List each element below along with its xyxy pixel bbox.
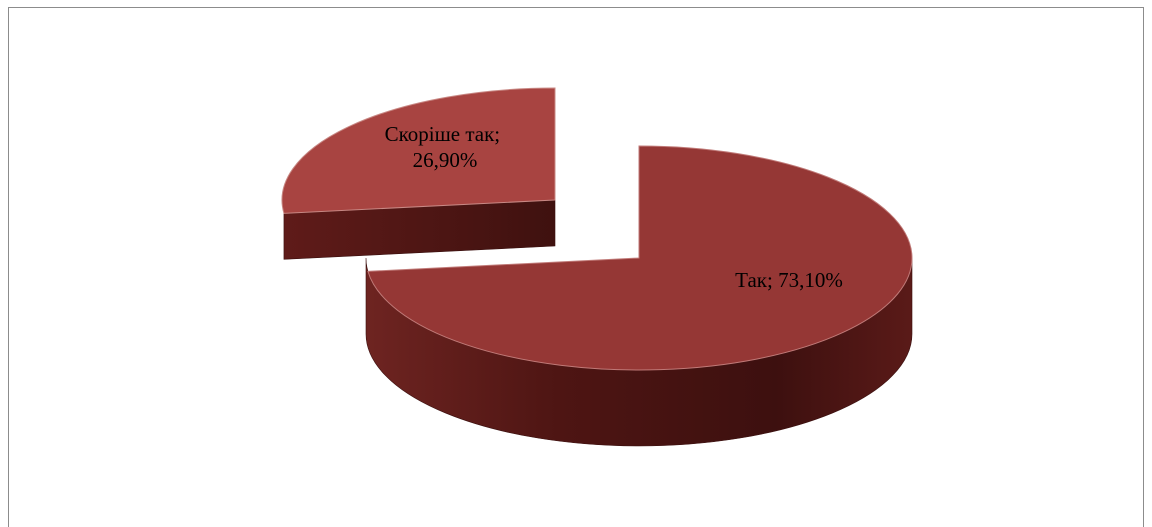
pie-chart: Так; 73,10% Скоріше так; 26,90% (281, 87, 913, 447)
slice-label-tak: Так; 73,10% (735, 268, 843, 292)
pie-slice-tak (365, 145, 913, 447)
pie-slice-skorishe-tak-top (281, 87, 556, 214)
slice-label-skorishe-tak-line2: 26,90% (413, 148, 478, 172)
pie-slice-skorishe-tak (281, 87, 556, 260)
pie-slice-tak-top (367, 145, 913, 371)
slice-label-skorishe-tak: Скоріше так; 26,90% (385, 122, 506, 172)
slice-label-skorishe-tak-line1: Скоріше так; (385, 122, 501, 146)
chart-frame: Так; 73,10% Скоріше так; 26,90% (8, 7, 1144, 527)
